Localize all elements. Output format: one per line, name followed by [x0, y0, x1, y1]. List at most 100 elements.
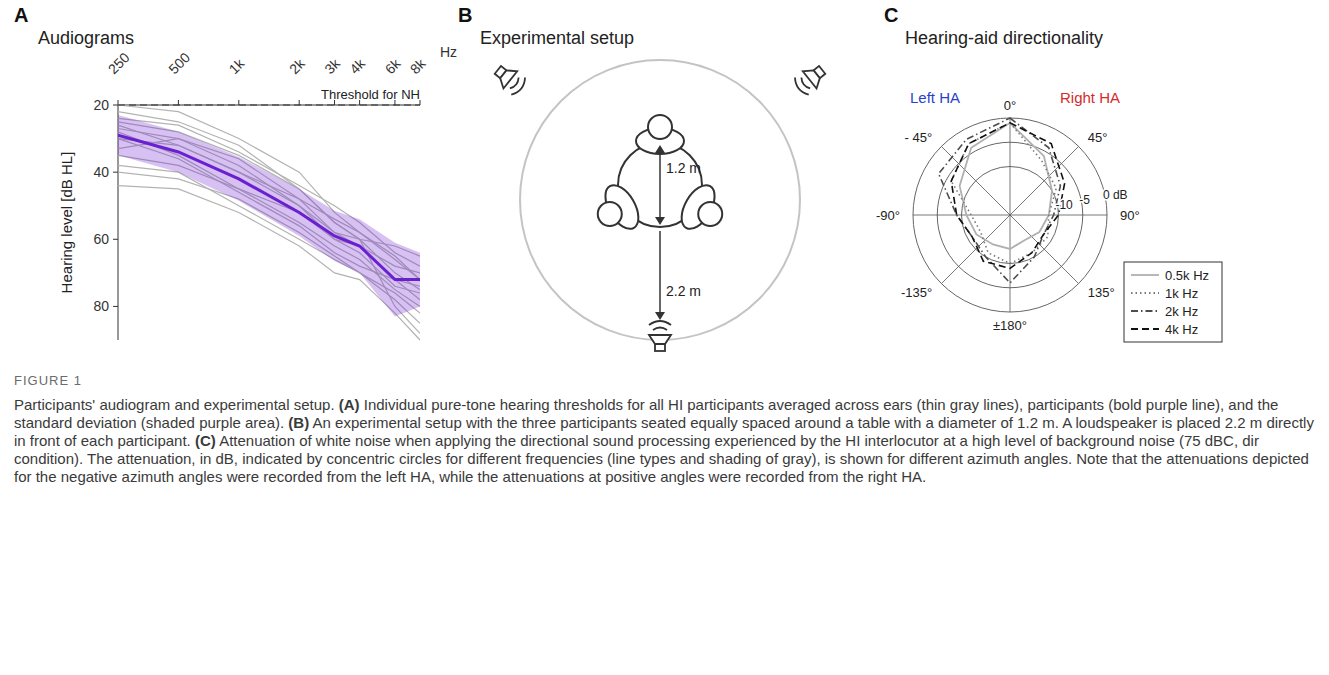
- person-body: [675, 180, 722, 235]
- speaker-cone: [649, 335, 671, 344]
- radial-label: 0 dB: [1103, 188, 1128, 202]
- attenuation-line: [939, 118, 1061, 283]
- panel-title: Hearing-aid directionality: [905, 28, 1103, 48]
- caption-text: Participants' audiogram and experimental…: [14, 396, 1314, 486]
- angle-label: 45°: [1088, 130, 1108, 145]
- panel-letter: A: [14, 4, 28, 26]
- x-tick: [178, 100, 179, 105]
- sd-band: [118, 115, 420, 316]
- loudspeaker: [792, 61, 829, 97]
- legend: 0.5k Hz 1k Hz 2k Hz 4k Hz: [1124, 262, 1222, 342]
- legend-label: 1k Hz: [1165, 286, 1198, 301]
- speaker-cone: [803, 66, 824, 89]
- legend-swatch: [1131, 310, 1159, 312]
- sound-wave: [799, 78, 810, 90]
- mean-line: [118, 135, 420, 279]
- panels: A Audiograms 20 40 60 80 250 500 1k 2k 3k4k 6k8k Hz H…: [0, 0, 1329, 362]
- plot-area: [939, 118, 1065, 283]
- angle-spoke: [1010, 215, 1107, 216]
- hearing-aid-label: Left HA: [910, 89, 960, 106]
- angle-label: 135°: [1088, 285, 1115, 300]
- y-tick: [113, 172, 118, 173]
- legend-box: [1124, 262, 1222, 342]
- x-tick-label: 3k: [321, 55, 343, 77]
- speaker-cone: [496, 66, 517, 89]
- plot-area: [118, 105, 420, 340]
- legend-label: 4k Hz: [1165, 322, 1198, 337]
- arrow-head: [655, 217, 665, 225]
- loudspeaker: [649, 321, 671, 351]
- angle-spoke: [913, 215, 1010, 216]
- x-tick-label: 500: [165, 49, 193, 77]
- attenuation-line: [951, 123, 1064, 269]
- person-head: [648, 115, 672, 139]
- x-tick: [299, 100, 300, 105]
- person-body: [599, 180, 646, 235]
- panel-c: C Hearing-aid directionality Left HA Right …: [876, 4, 1222, 342]
- sound-wave: [792, 78, 809, 98]
- sound-wave: [649, 321, 671, 325]
- angle-label: -135°: [901, 285, 932, 300]
- panel-b: B Experimental setup 1.2 m 2.2 m: [458, 4, 829, 351]
- y-tick-label: 40: [93, 164, 109, 180]
- caption-label: FIGURE 1: [14, 372, 1314, 390]
- distance-label: 1.2 m: [666, 160, 701, 176]
- legend-swatch: [1131, 292, 1159, 294]
- caption-tag: (A): [339, 396, 360, 413]
- panel-title: Experimental setup: [480, 28, 634, 48]
- y-tick: [113, 239, 118, 240]
- panel-letter: B: [458, 4, 472, 26]
- angle-label: 90°: [1120, 208, 1140, 223]
- x-tick-label: 1k: [226, 55, 248, 77]
- radial-label: -10: [1055, 198, 1073, 212]
- y-tick: [113, 105, 118, 106]
- caption-tag: (C): [195, 432, 216, 449]
- arrow-head: [655, 145, 665, 153]
- panel-letter: C: [884, 4, 898, 26]
- legend-swatch: [1131, 274, 1159, 276]
- x-tick-label: 2k: [286, 55, 308, 77]
- hearing-aid-label: Right HA: [1060, 89, 1120, 106]
- y-tick: [113, 306, 118, 307]
- y-tick-label: 80: [93, 298, 109, 314]
- angle-spoke: [1010, 215, 1079, 284]
- x-tick-label: 4k: [346, 55, 368, 77]
- sound-wave: [653, 328, 667, 331]
- angle-label: ±180°: [993, 318, 1027, 333]
- threshold-line: [118, 105, 420, 106]
- legend-label: 2k Hz: [1165, 304, 1198, 319]
- panel-title: Audiograms: [38, 28, 134, 48]
- angle-spoke: [941, 215, 1010, 284]
- distance-label: 2.2 m: [666, 283, 701, 299]
- x-tick: [238, 100, 239, 105]
- caption: FIGURE 1 Participants' audiogram and expe…: [14, 372, 1314, 486]
- x-tick-label: 6k: [382, 55, 404, 77]
- panel-a: A Audiograms 20 40 60 80 250 500 1k 2k 3k4k 6k8k Hz H…: [14, 4, 457, 340]
- caption-title: Participants' audiogram and experimental…: [14, 396, 335, 413]
- room-circle: [520, 60, 800, 340]
- loudspeaker: [491, 61, 528, 97]
- x-tick-label: 8k: [407, 55, 429, 77]
- y-tick-label: 60: [93, 231, 109, 247]
- x-axis: [118, 105, 420, 106]
- caption-tag: (B): [288, 414, 309, 431]
- figure: A Audiograms 20 40 60 80 250 500 1k 2k 3k4k 6k8k Hz H…: [0, 0, 1329, 675]
- angle-label: 0°: [1004, 98, 1016, 113]
- person-head: [598, 202, 622, 226]
- angle-label: - 45°: [905, 130, 933, 145]
- arrow-line: [659, 231, 661, 314]
- legend-label: 0.5k Hz: [1165, 268, 1209, 283]
- angle-spoke: [1010, 118, 1011, 215]
- sound-wave: [511, 78, 528, 98]
- arrow-line: [659, 149, 661, 221]
- x-axis-unit: Hz: [440, 44, 457, 60]
- radial-label: -5: [1079, 193, 1090, 207]
- y-tick-label: 20: [93, 97, 109, 113]
- threshold-label: Threshold for NH: [321, 87, 420, 102]
- x-tick-label: 250: [105, 49, 133, 77]
- angle-label: -90°: [876, 208, 900, 223]
- speaker-box: [655, 344, 665, 351]
- person-head: [698, 202, 722, 226]
- y-axis-title: Hearing level [dB HL]: [58, 152, 75, 294]
- arrow-head: [655, 312, 665, 320]
